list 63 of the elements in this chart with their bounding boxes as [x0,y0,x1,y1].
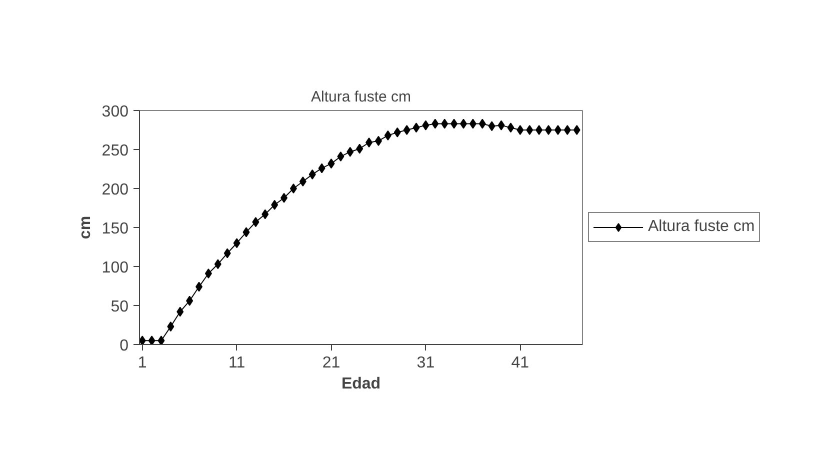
point [564,125,571,135]
point [526,125,534,135]
point [432,118,439,129]
point [299,176,306,186]
point [488,121,496,132]
y-tick-label: 300 [102,104,129,120]
point [441,118,448,129]
point [536,125,543,135]
point [374,136,382,146]
point [554,125,562,135]
legend-label: Altura fuste cm [648,218,755,236]
point [394,127,401,138]
y-tick-label: 200 [102,182,129,198]
y-tick-label: 100 [102,260,129,276]
point [328,158,335,169]
point [308,169,316,180]
point [318,163,326,174]
y-axis-title: cm [76,216,94,240]
point [573,125,580,135]
point [346,146,354,157]
point [242,227,250,238]
point [366,137,373,148]
y-tick-label: 150 [102,220,129,238]
point [544,125,552,135]
x-tick-label: 41 [511,354,530,372]
point [252,217,260,228]
point [450,118,458,129]
point [176,306,184,317]
point [271,200,278,210]
point [262,209,269,220]
point [498,120,505,130]
point [148,336,156,344]
point [167,322,174,332]
x-tick-label: 1 [138,354,147,372]
point [280,192,288,203]
chart-title: Altura fuste cm [310,88,412,106]
y-tick-label: 50 [110,298,129,316]
point [337,152,344,162]
point [233,238,240,248]
point [356,144,364,154]
point [224,248,231,258]
point [214,259,222,270]
point [478,118,486,129]
point [507,122,514,133]
point [412,122,420,133]
x-tick-label: 11 [228,354,246,372]
point [204,268,212,279]
x-tick-label: 31 [416,354,435,372]
point [469,118,476,129]
y-tick-label: 250 [102,142,129,160]
point [290,184,297,194]
point [460,118,467,129]
x-axis-title: Edad [341,376,381,392]
point [158,336,165,344]
y-tick-label: 0 [120,338,129,354]
point [384,130,392,140]
point [186,296,194,306]
point [422,120,430,130]
point [516,125,524,135]
x-tick-label: 21 [322,354,340,372]
point [140,336,146,344]
point [403,125,410,135]
point [196,282,203,292]
